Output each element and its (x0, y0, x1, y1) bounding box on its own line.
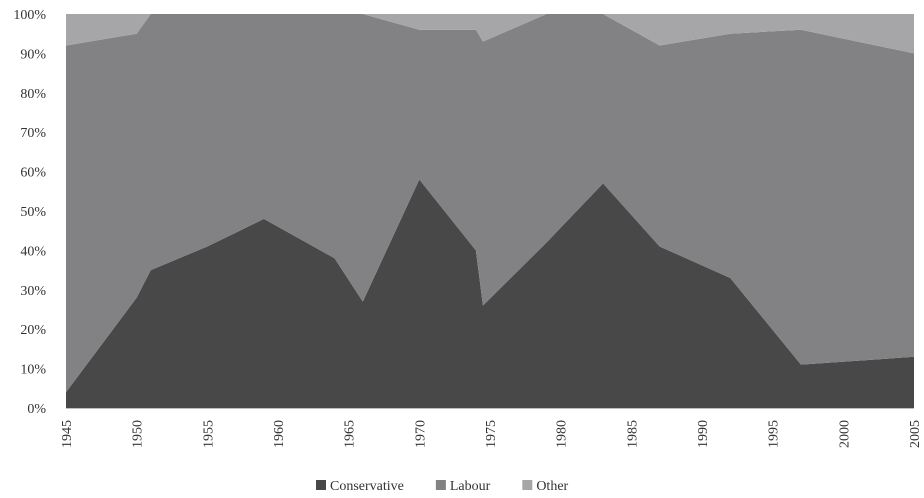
area-other (66, 14, 914, 54)
x-tick-label: 1945 (60, 420, 75, 448)
legend-label-labour: Labour (450, 479, 491, 494)
x-tick-label: 2000 (837, 420, 852, 448)
y-tick-label: 70% (20, 126, 46, 141)
x-tick-label: 1985 (625, 420, 640, 448)
y-tick-label: 50% (20, 205, 46, 220)
x-tick-label: 1950 (131, 420, 146, 448)
y-tick-label: 30% (20, 284, 46, 299)
x-axis-tick-labels: 1945 1950 1955 1960 1965 1970 1975 1980 1985 1990… (60, 420, 923, 448)
y-tick-label: 40% (20, 244, 46, 259)
legend-swatch-other (522, 480, 533, 490)
y-axis-tick-labels: 0% 10% 20% 30% 40% 50% 60% 70% 80% 90% 100% (13, 8, 46, 417)
y-tick-label: 100% (13, 8, 46, 23)
legend-swatch-conservative (316, 480, 326, 490)
y-tick-label: 80% (20, 87, 46, 102)
area-conservative (66, 179, 914, 408)
chart-areas (66, 14, 914, 408)
x-tick-label: 1980 (555, 420, 570, 448)
y-tick-label: 60% (20, 166, 46, 181)
x-tick-label: 1960 (272, 420, 287, 448)
y-tick-label: 0% (27, 402, 46, 417)
legend-label-conservative: Conservative (330, 479, 404, 494)
x-tick-label: 2005 (908, 420, 923, 448)
x-tick-label: 1995 (767, 420, 782, 448)
area-labour (66, 14, 914, 393)
x-tick-label: 1975 (484, 420, 499, 448)
y-tick-label: 90% (20, 47, 46, 62)
legend: Conservative Labour Other (316, 479, 569, 494)
x-tick-label: 1970 (413, 420, 428, 448)
legend-swatch-labour (435, 480, 446, 490)
y-tick-label: 10% (20, 363, 46, 378)
y-tick-label: 20% (20, 323, 46, 338)
x-tick-label: 1955 (201, 420, 216, 448)
legend-label-other: Other (536, 479, 568, 494)
x-tick-label: 1990 (696, 420, 711, 448)
x-tick-label: 1965 (343, 420, 358, 448)
